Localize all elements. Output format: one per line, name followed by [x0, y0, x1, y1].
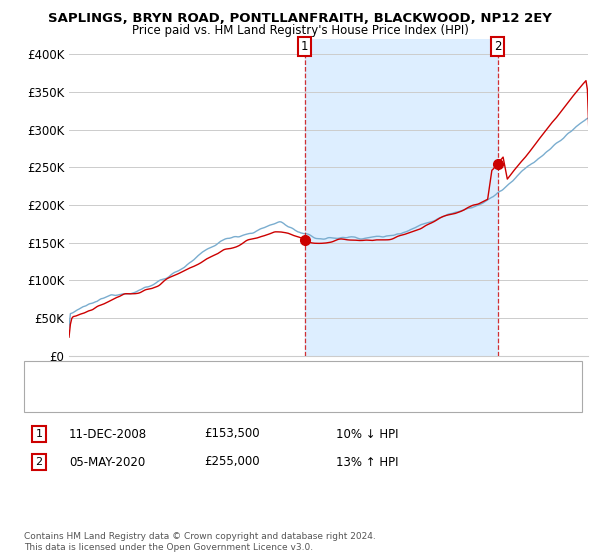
- Text: 11-DEC-2008: 11-DEC-2008: [69, 427, 147, 441]
- Text: 1: 1: [301, 40, 308, 53]
- Text: SAPLINGS, BRYN ROAD, PONTLLANFRAITH, BLACKWOOD, NP12 2EY (detached house): SAPLINGS, BRYN ROAD, PONTLLANFRAITH, BLA…: [69, 367, 514, 377]
- Text: 05-MAY-2020: 05-MAY-2020: [69, 455, 145, 469]
- Text: Contains HM Land Registry data © Crown copyright and database right 2024.
This d: Contains HM Land Registry data © Crown c…: [24, 532, 376, 552]
- Text: ——: ——: [39, 365, 67, 380]
- Text: 2: 2: [494, 40, 502, 53]
- Text: 2: 2: [35, 457, 43, 467]
- Text: HPI: Average price, detached house, Caerphilly: HPI: Average price, detached house, Caer…: [69, 395, 315, 405]
- Text: £153,500: £153,500: [204, 427, 260, 441]
- Text: ——: ——: [39, 393, 67, 408]
- Text: £255,000: £255,000: [204, 455, 260, 469]
- Text: 1: 1: [35, 429, 43, 439]
- Text: 10% ↓ HPI: 10% ↓ HPI: [336, 427, 398, 441]
- Text: SAPLINGS, BRYN ROAD, PONTLLANFRAITH, BLACKWOOD, NP12 2EY: SAPLINGS, BRYN ROAD, PONTLLANFRAITH, BLA…: [48, 12, 552, 25]
- Text: 13% ↑ HPI: 13% ↑ HPI: [336, 455, 398, 469]
- Bar: [305, 39, 497, 356]
- Text: Price paid vs. HM Land Registry's House Price Index (HPI): Price paid vs. HM Land Registry's House …: [131, 24, 469, 36]
